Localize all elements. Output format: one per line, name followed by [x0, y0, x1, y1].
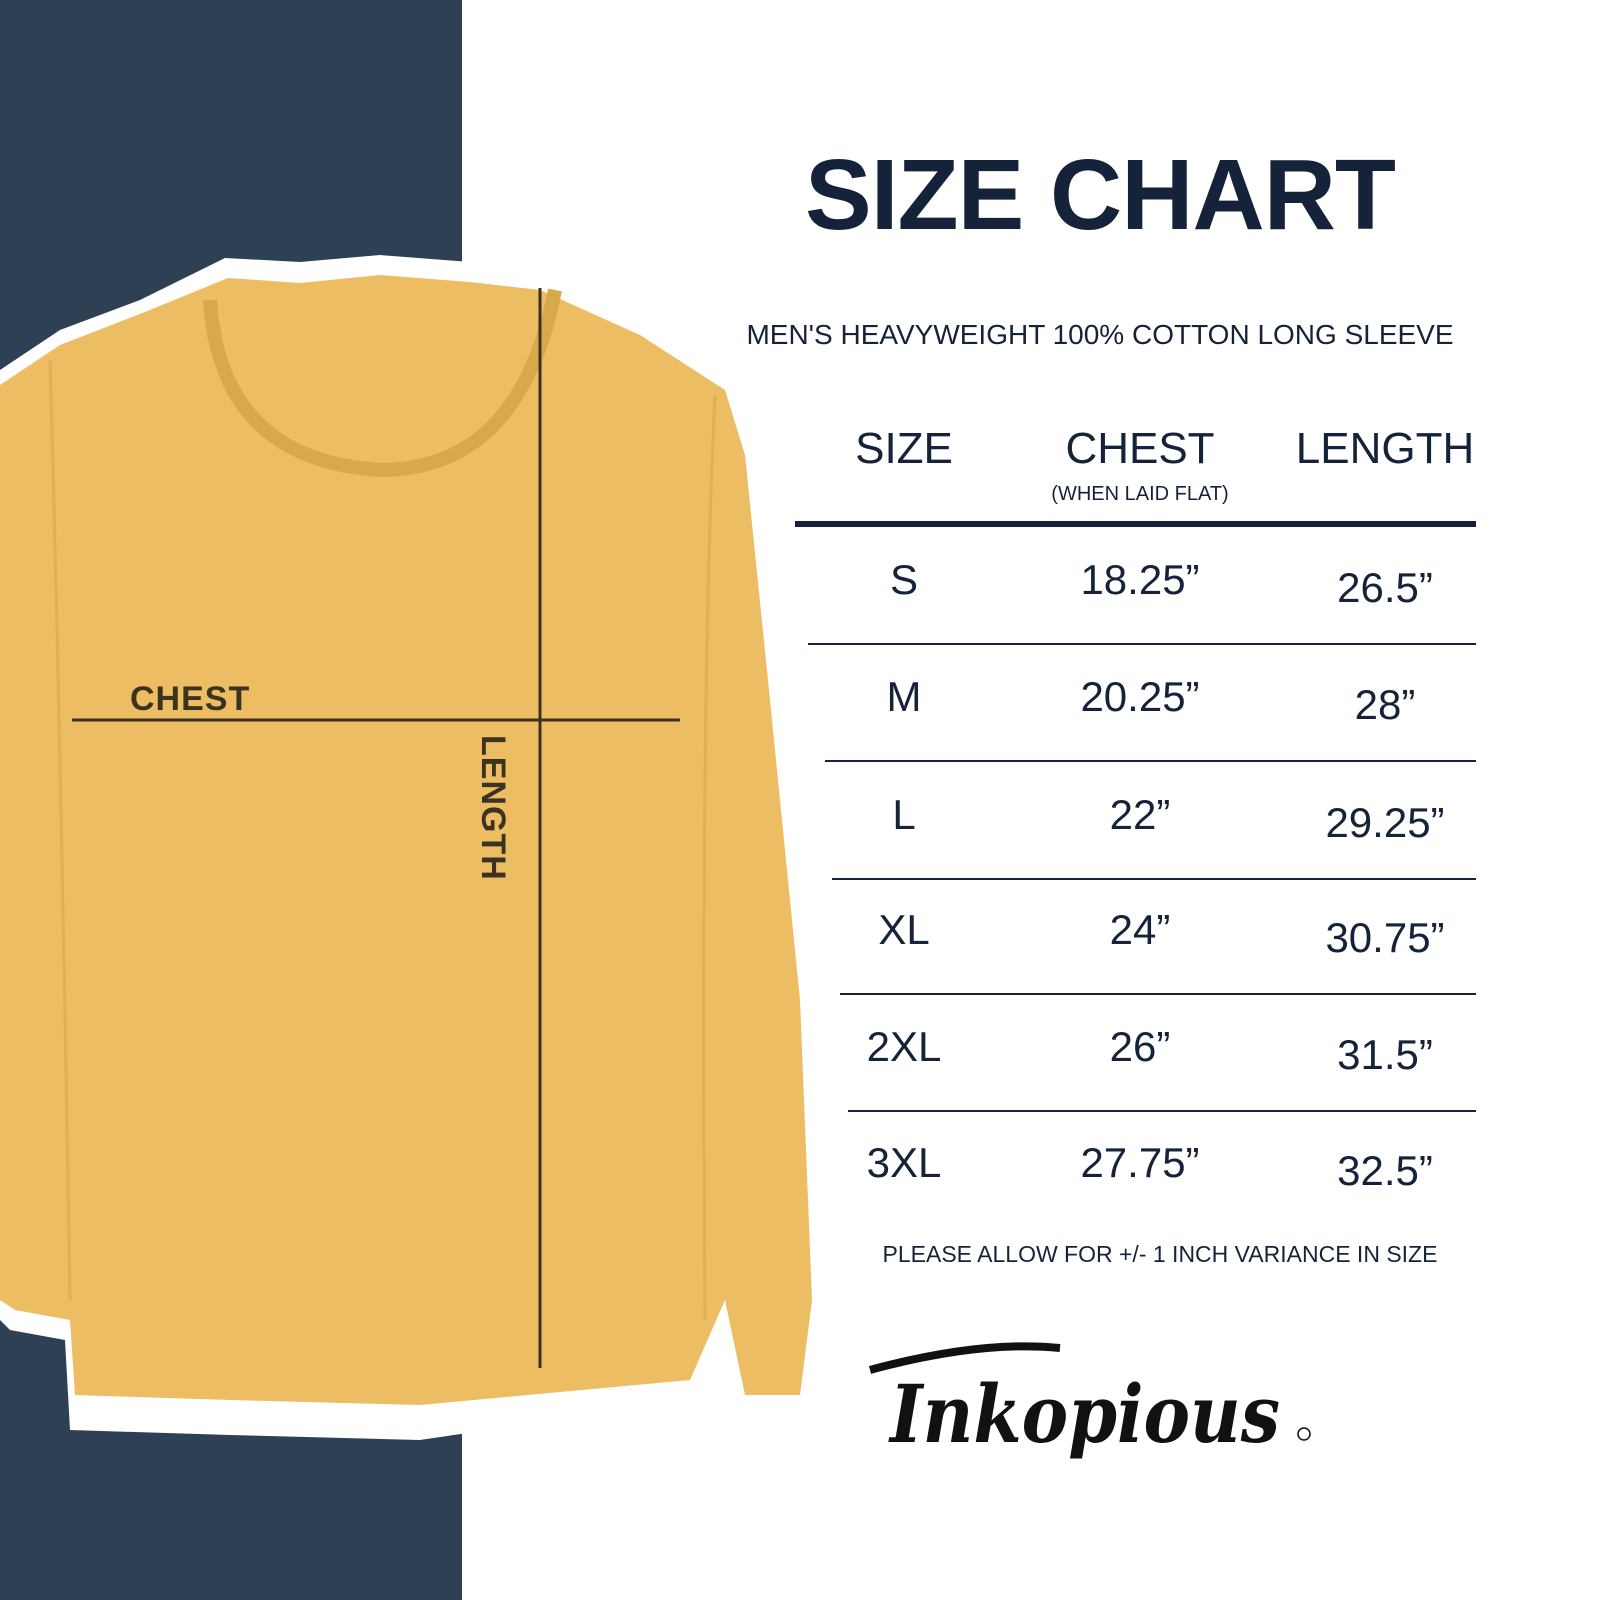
cell-chest: 26”	[1109, 1023, 1171, 1070]
page-title: SIZE CHART	[805, 139, 1396, 251]
cell-size: S	[889, 556, 918, 603]
header-chest: CHEST	[1065, 424, 1215, 473]
row-divider	[808, 643, 1476, 645]
row-divider	[848, 1110, 1476, 1112]
cell-size: 2XL	[866, 1023, 942, 1070]
svg-text:Inkopious: Inkopious	[888, 1367, 1280, 1461]
product-subtitle: MEN'S HEAVYWEIGHT 100% COTTON LONG SLEEV…	[746, 319, 1454, 350]
long-sleeve-shirt-image	[0, 275, 812, 1405]
cell-length: 26.5”	[1337, 564, 1433, 611]
cell-length: 28”	[1354, 681, 1416, 728]
cell-chest: 18.25”	[1080, 556, 1200, 603]
header-length: LENGTH	[1295, 424, 1475, 473]
cell-length: 29.25”	[1325, 799, 1445, 846]
inkopious-logo: Inkopious	[868, 1342, 1311, 1461]
header-chest-note: (WHEN LAID FLAT)	[1051, 483, 1229, 505]
row-divider	[840, 993, 1476, 995]
length-label: LENGTH	[474, 735, 512, 881]
chest-label: CHEST	[130, 680, 251, 718]
cell-size: XL	[878, 906, 930, 953]
row-divider	[832, 878, 1476, 880]
cell-length: 31.5”	[1337, 1031, 1433, 1078]
row-divider	[825, 760, 1476, 762]
cell-size: L	[892, 791, 916, 838]
cell-chest: 22”	[1109, 791, 1171, 838]
cell-chest: 24”	[1109, 906, 1171, 953]
cell-size: M	[886, 673, 922, 720]
cell-chest: 27.75”	[1080, 1139, 1200, 1186]
header-size: SIZE	[855, 424, 953, 473]
cell-length: 32.5”	[1337, 1147, 1433, 1194]
header-divider	[795, 521, 1476, 527]
cell-length: 30.75”	[1325, 914, 1445, 961]
variance-note: PLEASE ALLOW FOR +/- 1 INCH VARIANCE IN …	[882, 1241, 1438, 1267]
cell-size: 3XL	[866, 1139, 942, 1186]
cell-chest: 20.25”	[1080, 673, 1200, 720]
